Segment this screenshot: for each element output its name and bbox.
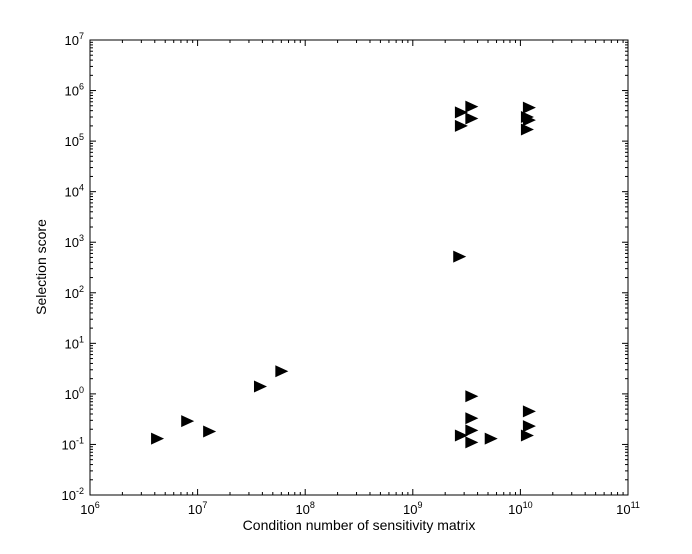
data-point — [465, 436, 479, 449]
y-tick-label: 106 — [65, 82, 84, 99]
data-point — [520, 429, 534, 442]
x-tick-label: 109 — [403, 500, 422, 517]
y-tick-base: 10 — [65, 185, 79, 200]
data-point — [465, 412, 479, 425]
y-tick-base: 10 — [65, 84, 79, 99]
data-point — [522, 420, 536, 433]
y-tick-exponent: 3 — [79, 233, 84, 243]
y-tick-label: 103 — [65, 233, 84, 250]
data-point — [520, 123, 534, 136]
data-points — [151, 100, 536, 449]
y-tick-label: 102 — [65, 284, 84, 301]
y-tick-exponent: 6 — [79, 82, 84, 92]
y-tick-label: 105 — [65, 132, 84, 149]
x-tick-base: 10 — [403, 502, 417, 517]
data-point — [522, 101, 536, 114]
y-tick-label: 107 — [65, 31, 84, 48]
x-tick-label: 107 — [188, 500, 207, 517]
data-point — [275, 365, 289, 378]
data-point — [465, 390, 479, 403]
plot-area-frame — [89, 39, 629, 496]
y-axis-label: Selection score — [33, 219, 49, 315]
data-point — [454, 119, 468, 132]
data-point — [465, 424, 479, 437]
data-point — [522, 114, 536, 127]
data-point — [454, 106, 468, 119]
y-tick-exponent: 0 — [79, 385, 84, 395]
y-tick-exponent: 1 — [79, 334, 84, 344]
x-tick-base: 10 — [295, 502, 309, 517]
y-tick-label: 10-2 — [62, 486, 84, 503]
x-tick-exponent: 11 — [631, 500, 640, 510]
y-tick-exponent: -1 — [76, 435, 84, 445]
y-tick-base: 10 — [65, 134, 79, 149]
data-point — [522, 405, 536, 418]
y-tick-base: 10 — [65, 387, 79, 402]
data-point — [151, 432, 165, 445]
data-point — [203, 425, 217, 438]
x-tick-label: 1011 — [616, 500, 640, 517]
y-tick-base: 10 — [62, 437, 76, 452]
data-point — [253, 380, 267, 393]
x-tick-exponent: 9 — [418, 500, 423, 510]
data-point — [465, 112, 479, 125]
y-tick-label: 10-1 — [62, 435, 84, 452]
y-tick-label: 104 — [65, 183, 84, 200]
x-tick-label: 1010 — [508, 500, 532, 517]
x-tick-base: 10 — [508, 502, 522, 517]
y-tick-exponent: -2 — [76, 486, 84, 496]
y-tick-exponent: 2 — [79, 284, 84, 294]
y-tick-label: 100 — [65, 385, 84, 402]
y-tick-exponent: 4 — [79, 183, 84, 193]
y-tick-label: 101 — [65, 334, 84, 351]
x-tick-base: 10 — [80, 502, 94, 517]
x-tick-label: 106 — [80, 500, 99, 517]
x-axis-label: Condition number of sensitivity matrix — [243, 517, 476, 533]
x-tick-exponent: 6 — [95, 500, 100, 510]
x-tick-base: 10 — [616, 502, 630, 517]
x-tick-base: 10 — [188, 502, 202, 517]
y-tick-exponent: 5 — [79, 132, 84, 142]
x-tick-exponent: 8 — [310, 500, 315, 510]
x-tick-label: 108 — [295, 500, 314, 517]
data-point — [453, 250, 467, 263]
y-tick-base: 10 — [65, 286, 79, 301]
data-point — [484, 432, 498, 445]
y-tick-base: 10 — [62, 488, 76, 503]
x-tick-exponent: 10 — [523, 500, 533, 510]
y-tick-base: 10 — [65, 33, 79, 48]
data-point — [454, 429, 468, 442]
data-point — [465, 100, 479, 113]
y-tick-exponent: 7 — [79, 31, 84, 41]
x-tick-exponent: 7 — [202, 500, 207, 510]
y-tick-base: 10 — [65, 235, 79, 250]
x-axis-ticks: 106 107 108 109 1010 1011 — [80, 40, 640, 517]
y-tick-base: 10 — [65, 336, 79, 351]
data-point — [181, 415, 195, 428]
